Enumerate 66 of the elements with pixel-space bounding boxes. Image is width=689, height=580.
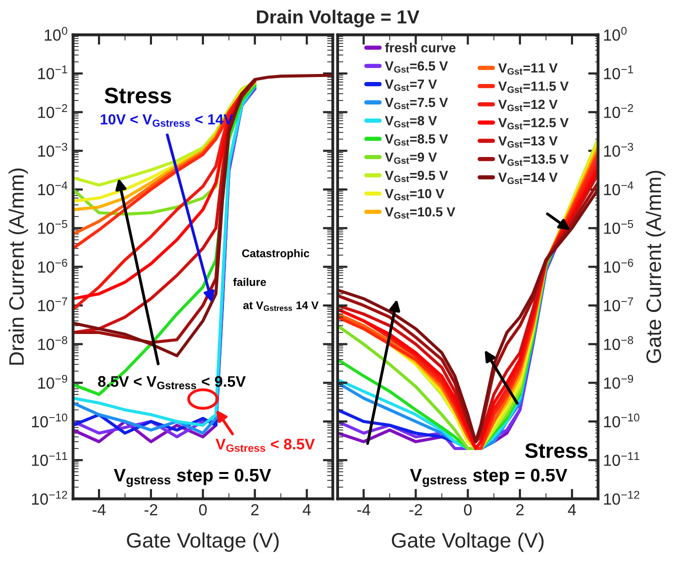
y-tick-label: 10$^{−1}$ xyxy=(38,66,68,80)
y2-tick-label: 10$^{−3}$ xyxy=(604,142,634,157)
x-tick-label: -4 xyxy=(357,504,370,516)
y2-tick-label: 10$^{−1}$ xyxy=(604,66,634,80)
legend-label: V$_{Gst}$=9 V xyxy=(384,152,437,164)
y2-tick-label: 10$^{−10}$ xyxy=(604,414,640,428)
legend-label: V$_{Gst}$=11 V xyxy=(498,63,558,75)
legend-label: V$_{Gst}$=7.5 V xyxy=(384,98,448,110)
y2-tick-label: 10$^{−2}$ xyxy=(604,104,634,118)
legend-label: V$_{Gst}$=6.5 V xyxy=(384,61,448,73)
legend-label: V$_{Gst}$=13 V xyxy=(498,136,558,148)
y2-tick-label: 10$^{−9}$ xyxy=(604,374,634,389)
y-tick-label: 10$^{−12}$ xyxy=(32,490,68,505)
y2-tick-label: 10$^{−5}$ xyxy=(604,220,634,234)
y2-tick-label: 10$^{−11}$ xyxy=(604,452,640,466)
legend-label: fresh curve xyxy=(385,42,456,52)
y-tick-label: 10$^{−5}$ xyxy=(38,220,68,234)
annotation: failure xyxy=(233,278,266,286)
annotation: at V$_{Gstress}$ 14 V xyxy=(243,301,319,311)
y-tick-label: 10$^{−8}$ xyxy=(38,336,68,350)
legend-label: V$_{Gst}$=12 V xyxy=(498,100,558,112)
y-tick-label: 10$^{−4}$ xyxy=(38,182,68,196)
y-tick-label: 10$^{−11}$ xyxy=(32,452,68,466)
x-tick-label: 4 xyxy=(568,504,576,516)
y2-tick-label: 10$^{−12}$ xyxy=(604,490,640,505)
y-tick-label: 10$^{−6}$ xyxy=(38,258,68,273)
y2-tick-label: 10$^{0}$ xyxy=(604,26,627,41)
y2-tick-label: 10$^{−7}$ xyxy=(604,298,634,312)
legend-label: V$_{Gst}$=7 V xyxy=(384,80,437,91)
y2-tick-label: 10$^{−8}$ xyxy=(604,336,634,350)
annotation: V$_{gstress}$ step = 0.5V xyxy=(114,468,272,487)
x-tick-label: 0 xyxy=(464,504,472,516)
y2-axis-title: Gate Current (A/mm) xyxy=(646,170,666,363)
legend-label: V$_{Gst}$=13.5 V xyxy=(498,154,569,166)
legend-label: V$_{Gst}$=10.5 V xyxy=(384,207,456,219)
x-axis-title: Gate Voltage (V) xyxy=(392,532,544,552)
legend-label: V$_{Gst}$=8 V xyxy=(384,116,437,128)
y-tick-label: 10$^{−2}$ xyxy=(38,104,68,118)
y-tick-label: 10$^{0}$ xyxy=(44,26,68,41)
x-tick-label: 2 xyxy=(251,504,258,516)
legend-label: V$_{Gst}$=10 V xyxy=(384,188,444,200)
y-tick-label: 10$^{−7}$ xyxy=(38,298,68,312)
legend-label: V$_{Gst}$=12.5 V xyxy=(498,118,569,130)
y-tick-label: 10$^{−3}$ xyxy=(38,142,68,157)
legend-label: V$_{Gst}$=9.5 V xyxy=(384,170,448,182)
x-tick-label: -2 xyxy=(409,504,422,516)
annotation: V$_{Gstress}$ < 8.5V xyxy=(216,438,315,452)
y2-tick-label: 10$^{−6}$ xyxy=(604,258,634,273)
x-axis-title: Gate Voltage (V) xyxy=(126,532,279,552)
x-tick-label: -2 xyxy=(144,504,158,516)
x-tick-label: -4 xyxy=(92,504,106,516)
legend-label: V$_{Gst}$=14 V xyxy=(498,172,558,184)
legend-label: V$_{Gst}$=11.5 V xyxy=(498,82,569,93)
chart-title: Drain Voltage = 1V xyxy=(256,10,420,28)
y-axis-title: Drain Current (A/mm) xyxy=(8,168,28,365)
x-tick-label: 4 xyxy=(302,504,311,516)
x-tick-label: 2 xyxy=(516,504,524,516)
annotation: Stress xyxy=(104,88,172,104)
x-tick-label: 0 xyxy=(199,504,207,516)
y-tick-label: 10$^{−10}$ xyxy=(32,414,68,428)
y2-tick-label: 10$^{−4}$ xyxy=(604,182,634,196)
y-tick-label: 10$^{−9}$ xyxy=(38,374,68,389)
annotation: Catastrophic xyxy=(242,249,310,260)
annotation: V$_{gstress}$ step = 0.5V xyxy=(410,468,568,487)
legend-label: V$_{Gst}$=8.5 V xyxy=(384,134,448,146)
annotation: Stress xyxy=(525,443,588,458)
